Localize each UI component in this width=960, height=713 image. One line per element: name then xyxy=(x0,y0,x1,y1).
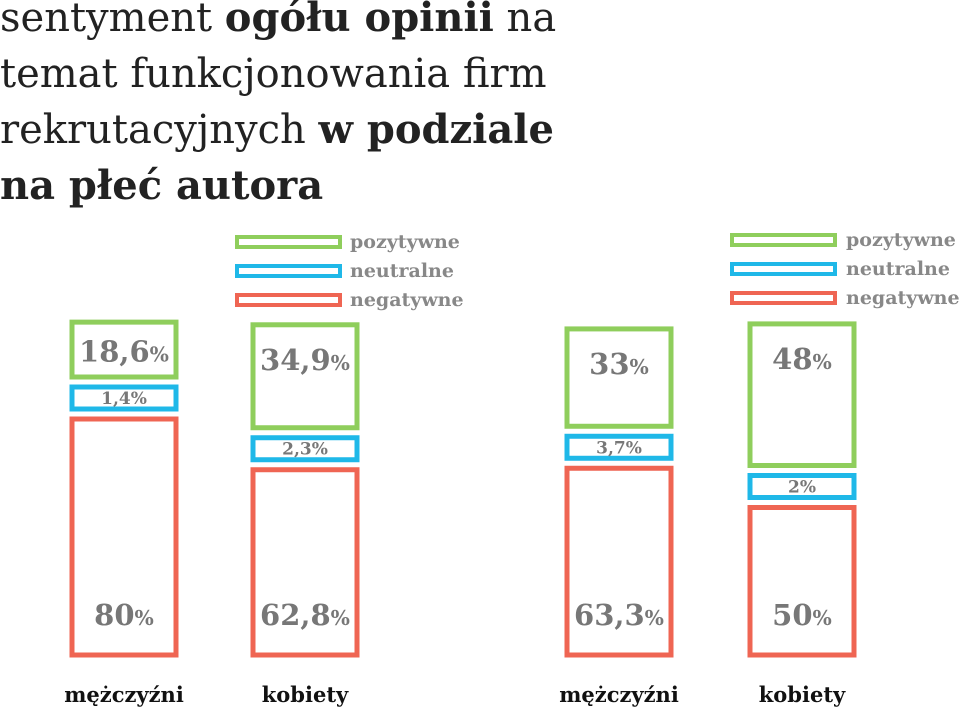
bar-negatywne-2-1 xyxy=(564,465,674,658)
bar-neutralne-2-1 xyxy=(564,433,674,461)
legend-swatch-pozytywne xyxy=(235,235,342,249)
bar-value-label-neutralne-2-1: 3,7% xyxy=(596,438,642,458)
bar-negatywne-1-1 xyxy=(69,416,179,658)
title-part-1: sentyment xyxy=(0,0,225,41)
bar-value-label-negatywne-1-1: 80% xyxy=(94,598,154,632)
bar-value-label-negatywne-2-2: 50% xyxy=(772,598,832,632)
title-part-2: ogółu opinii xyxy=(224,0,494,41)
category-label-2-2: kobiety xyxy=(759,682,846,707)
bar-value-label-neutralne-1-1: 1,4% xyxy=(101,389,147,409)
legend-label-neutralne: neutralne xyxy=(350,260,454,282)
legend-label-negatywne: negatywne xyxy=(350,289,464,311)
category-label-1-2: kobiety xyxy=(262,682,349,707)
category-label-1-1: mężczyźni xyxy=(64,682,184,707)
bar-pozytywne-1-2 xyxy=(250,322,360,431)
legend-swatch-negatywne xyxy=(730,291,837,305)
bar-value-label-negatywne-2-1: 63,3% xyxy=(574,598,664,632)
title-part-4: w podziale na płeć autora xyxy=(0,106,554,209)
legend-swatch-neutralne xyxy=(235,264,342,278)
bar-value-label-negatywne-1-2: 62,8% xyxy=(260,598,350,632)
bar-pozytywne-1-1 xyxy=(69,319,179,380)
bar-neutralne-1-2 xyxy=(250,435,360,463)
legend-label-neutralne: neutralne xyxy=(846,258,950,280)
bar-pozytywne-2-1 xyxy=(564,326,674,429)
bar-value-label-pozytywne-1-1: 18,6% xyxy=(79,335,169,369)
legend-swatch-neutralne xyxy=(730,262,837,276)
bar-value-label-pozytywne-2-1: 33% xyxy=(589,347,649,381)
bar-negatywne-1-2 xyxy=(250,467,360,658)
bar-neutralne-2-2 xyxy=(747,473,857,500)
chart-title: sentyment ogółu opinii na temat funkcjon… xyxy=(0,0,560,214)
bar-value-label-neutralne-2-2: 2% xyxy=(788,478,816,498)
legend-label-negatywne: negatywne xyxy=(846,287,960,309)
bar-pozytywne-2-2 xyxy=(747,321,857,468)
legend-label-pozytywne: pozytywne xyxy=(846,229,956,251)
category-label-2-1: mężczyźni xyxy=(559,682,679,707)
bar-neutralne-1-1 xyxy=(69,384,179,412)
bar-negatywne-2-2 xyxy=(747,505,857,658)
legend-swatch-pozytywne xyxy=(730,233,837,247)
bar-value-label-pozytywne-1-2: 34,9% xyxy=(260,343,350,377)
legend-swatch-negatywne xyxy=(235,293,342,307)
bar-value-label-neutralne-1-2: 2,3% xyxy=(282,440,328,460)
title-part-3: na temat funkcjonowania firm rekrutacyjn… xyxy=(0,0,557,153)
legend-label-pozytywne: pozytywne xyxy=(350,231,460,253)
bar-value-label-pozytywne-2-2: 48% xyxy=(772,342,832,376)
